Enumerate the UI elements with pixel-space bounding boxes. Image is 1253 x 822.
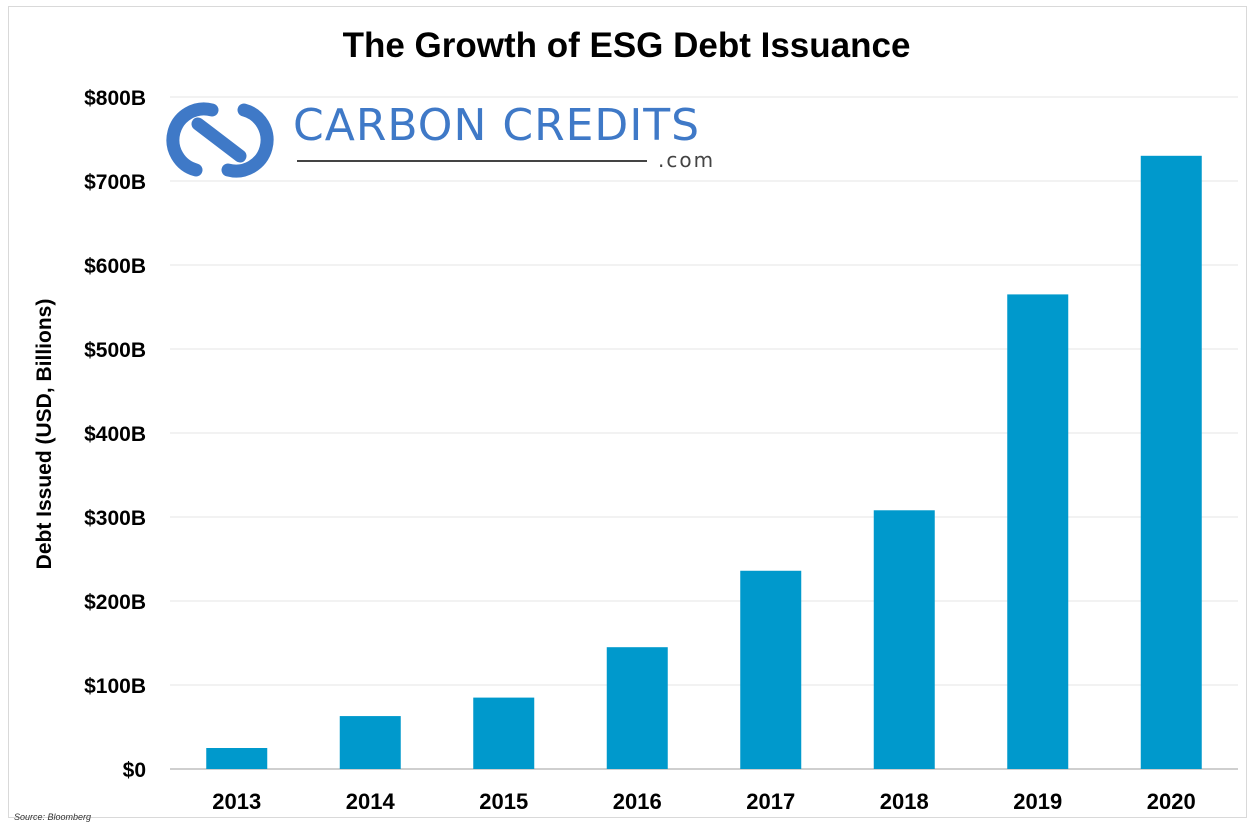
carbon-credits-logo: CARBON CREDITS .com [160, 98, 740, 180]
x-tick-label: 2020 [1147, 789, 1196, 814]
bar-2015 [473, 697, 535, 769]
bar-2019 [1007, 294, 1069, 769]
y-tick-label: $200B [84, 591, 146, 614]
x-tick-label: 2017 [746, 789, 795, 814]
carbon-credits-logo-icon [166, 102, 274, 178]
chart-title: The Growth of ESG Debt Issuance [342, 26, 911, 65]
y-tick-label: $400B [84, 423, 146, 446]
logo-domain: .com [658, 148, 716, 172]
y-tick-label: $300B [84, 507, 146, 530]
logo-underline [297, 160, 647, 162]
x-tick-label: 2013 [212, 789, 261, 814]
bar-2013 [206, 748, 268, 769]
bar-2018 [873, 510, 935, 769]
source-note: Source: Bloomberg [14, 812, 92, 822]
x-tick-label: 2018 [880, 789, 929, 814]
x-tick-label: 2019 [1013, 789, 1062, 814]
logo-wordmark: CARBON CREDITS [293, 100, 701, 151]
bar-2014 [339, 716, 401, 769]
y-tick-label: $0 [123, 759, 146, 782]
y-tick-label: $600B [84, 255, 146, 278]
y-tick-label: $700B [84, 171, 146, 194]
x-tick-label: 2016 [613, 789, 662, 814]
y-tick-label: $100B [84, 675, 146, 698]
bar-2020 [1140, 155, 1202, 770]
x-tick-label: 2014 [346, 789, 396, 814]
y-tick-label: $500B [84, 339, 146, 362]
bar-2016 [606, 647, 668, 769]
bar-2017 [740, 570, 802, 769]
y-tick-label: $800B [84, 87, 146, 110]
x-tick-label: 2015 [479, 789, 528, 814]
